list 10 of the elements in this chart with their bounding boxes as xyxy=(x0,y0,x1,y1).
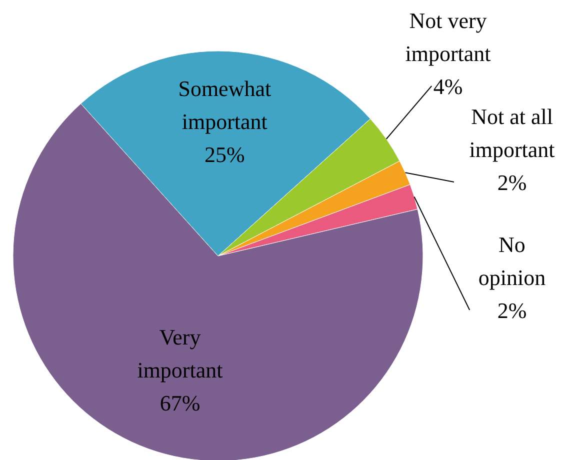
data-label: 2% xyxy=(497,170,527,195)
data-label: 25% xyxy=(204,142,245,168)
slice-label: No opinion xyxy=(478,232,546,290)
slice-label: Somewhat important xyxy=(178,76,272,134)
slice-label: Not at all important xyxy=(469,104,555,162)
data-label: 2% xyxy=(497,298,527,323)
data-label: 4% xyxy=(433,74,463,99)
slice-label: Not very important xyxy=(405,8,491,66)
slice-label: Very important xyxy=(137,324,223,382)
data-label: 67% xyxy=(160,390,200,416)
